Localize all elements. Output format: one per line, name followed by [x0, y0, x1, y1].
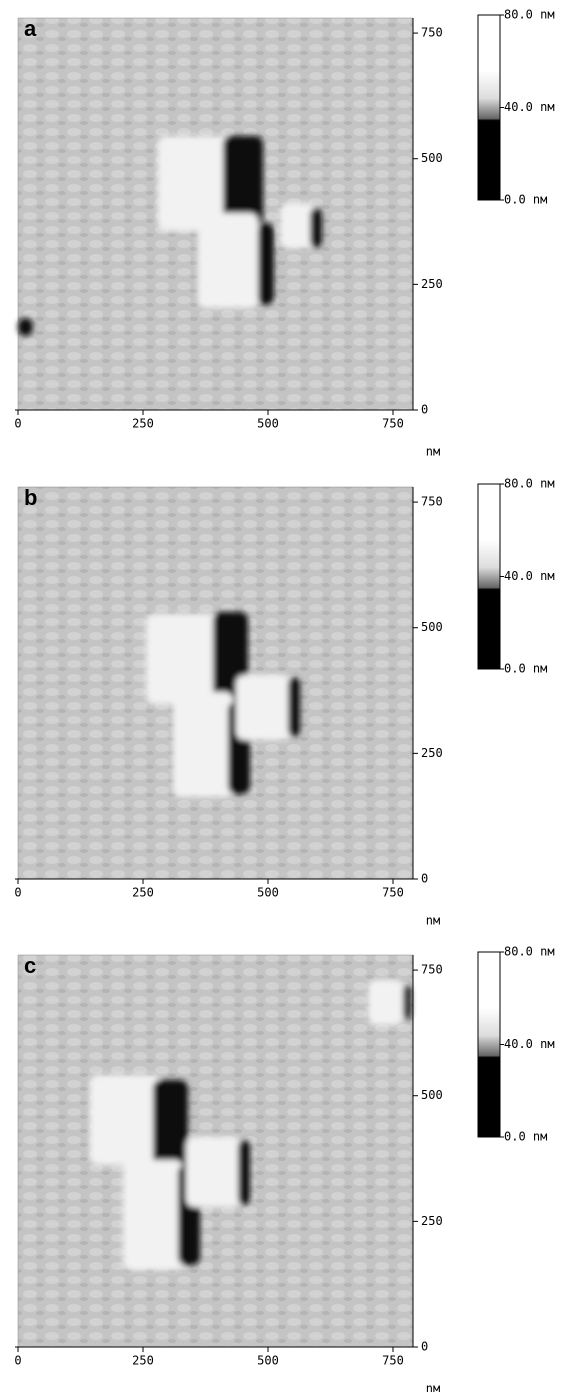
crystal [198, 213, 258, 308]
crystal [158, 136, 238, 231]
y-tick-label: 500 [421, 620, 443, 634]
x-tick-label: 750 [382, 1354, 404, 1368]
x-tick-label: 250 [132, 417, 154, 431]
x-tick-label: 750 [382, 417, 404, 431]
shadow [258, 223, 274, 305]
crystal [90, 1075, 160, 1165]
y-tick-label: 750 [421, 963, 443, 977]
crystal [173, 692, 233, 797]
colorbar [477, 483, 501, 670]
x-tick-label: 500 [257, 1354, 279, 1368]
shadow [238, 1140, 250, 1205]
features [146, 612, 300, 797]
y-tick-label: 0 [421, 403, 428, 417]
y-tick-label: 750 [421, 495, 443, 509]
x-unit: nм [426, 914, 440, 928]
crystal [123, 1160, 183, 1270]
features [90, 980, 411, 1270]
x-tick-label: 500 [257, 886, 279, 900]
crystal [280, 203, 315, 248]
shadow [153, 1080, 188, 1180]
x-tick-label: 0 [14, 417, 21, 431]
colorbar-label: 40.0 nм [504, 100, 555, 114]
colorbar [477, 14, 501, 201]
x-tick-label: 0 [14, 886, 21, 900]
colorbar-label: 0.0 nм [504, 1130, 547, 1144]
x-tick-label: 250 [132, 1354, 154, 1368]
panel-label: a [24, 16, 37, 41]
y-tick-label: 500 [421, 1088, 443, 1102]
shadow [18, 318, 33, 336]
colorbar [477, 951, 501, 1138]
y-tick-label: 0 [421, 872, 428, 886]
x-tick-label: 250 [132, 886, 154, 900]
colorbar-label: 80.0 nм [504, 477, 555, 491]
shadow [223, 136, 263, 226]
colorbar-label: 80.0 nм [504, 945, 555, 959]
panel-label: c [24, 953, 36, 978]
features [18, 136, 322, 336]
x-tick-label: 500 [257, 417, 279, 431]
x-tick-label: 750 [382, 886, 404, 900]
shadow [288, 677, 300, 737]
colorbar-label: 0.0 nм [504, 662, 547, 676]
y-tick-label: 250 [421, 277, 443, 291]
y-tick-label: 750 [421, 26, 443, 40]
y-tick-label: 250 [421, 746, 443, 760]
colorbar-label: 0.0 nм [504, 193, 547, 207]
y-tick-label: 0 [421, 1340, 428, 1354]
x-unit: nм [426, 1382, 440, 1392]
x-unit: nм [426, 445, 440, 459]
crystal [146, 614, 221, 704]
shadow [310, 208, 322, 248]
crystal [236, 675, 291, 740]
colorbar-label: 80.0 nм [504, 8, 555, 22]
y-tick-label: 500 [421, 151, 443, 165]
shadow [403, 985, 411, 1020]
crystal [368, 980, 403, 1025]
colorbar-label: 40.0 nм [504, 569, 555, 583]
crystal [186, 1137, 241, 1207]
panel-label: b [24, 485, 37, 510]
colorbar-label: 40.0 nм [504, 1037, 555, 1051]
y-tick-label: 250 [421, 1214, 443, 1228]
x-tick-label: 0 [14, 1354, 21, 1368]
